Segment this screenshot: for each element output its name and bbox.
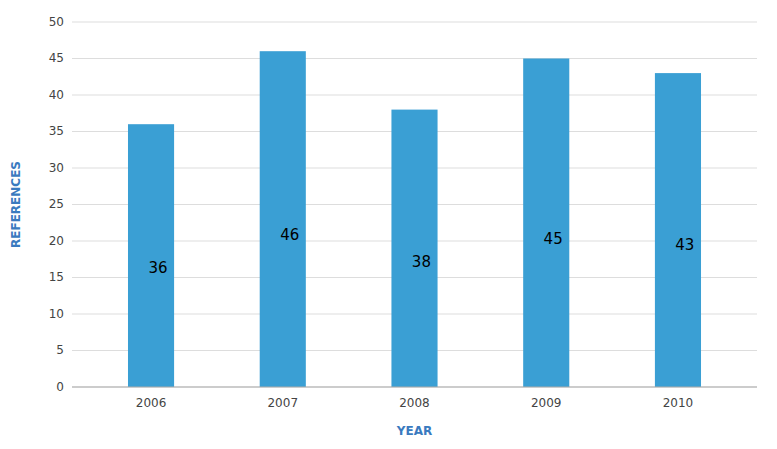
y-axis: 0 5 10 15 20 25 30 35 40 45 50 xyxy=(49,15,64,394)
bar xyxy=(260,51,306,387)
y-tick-label: 45 xyxy=(49,51,64,65)
y-tick-label: 5 xyxy=(56,343,64,357)
data-label: 46 xyxy=(280,226,299,244)
x-axis-label: YEAR xyxy=(396,424,432,438)
y-tick-label: 30 xyxy=(49,161,64,175)
grid-line xyxy=(72,387,757,388)
grid-line xyxy=(72,58,757,59)
y-tick-label: 40 xyxy=(49,88,64,102)
y-tick-label: 10 xyxy=(49,307,64,321)
y-axis-label: REFERENCES xyxy=(9,161,23,248)
data-labels: 36 46 38 45 43 xyxy=(148,226,694,277)
bar xyxy=(391,110,437,387)
chart-svg: 0510152025303540455036463845432006200720… xyxy=(0,0,777,449)
grid xyxy=(72,22,757,387)
x-tick-label: 2009 xyxy=(531,396,562,410)
x-tick-label: 2010 xyxy=(663,396,694,410)
y-tick-label: 15 xyxy=(49,270,64,284)
bar xyxy=(523,59,569,388)
data-label: 43 xyxy=(675,236,694,254)
y-tick-label: 25 xyxy=(49,197,64,211)
x-tick-label: 2007 xyxy=(267,396,298,410)
bars xyxy=(128,51,701,387)
y-tick-label: 20 xyxy=(49,234,64,248)
x-tick-label: 2006 xyxy=(136,396,167,410)
x-axis: 2006 2007 2008 2009 2010 xyxy=(136,396,693,410)
chart-container: 0510152025303540455036463845432006200720… xyxy=(0,0,777,449)
y-tick-label: 50 xyxy=(49,15,64,29)
bar xyxy=(655,73,701,387)
x-axis-line xyxy=(72,387,757,388)
data-label: 38 xyxy=(412,253,431,271)
bar xyxy=(128,124,174,387)
y-tick-label: 0 xyxy=(56,380,64,394)
y-tick-label: 35 xyxy=(49,124,64,138)
grid-line xyxy=(72,22,757,23)
x-tick-label: 2008 xyxy=(399,396,430,410)
data-label: 45 xyxy=(544,230,563,248)
grid-line xyxy=(72,95,757,96)
data-label: 36 xyxy=(148,259,167,277)
